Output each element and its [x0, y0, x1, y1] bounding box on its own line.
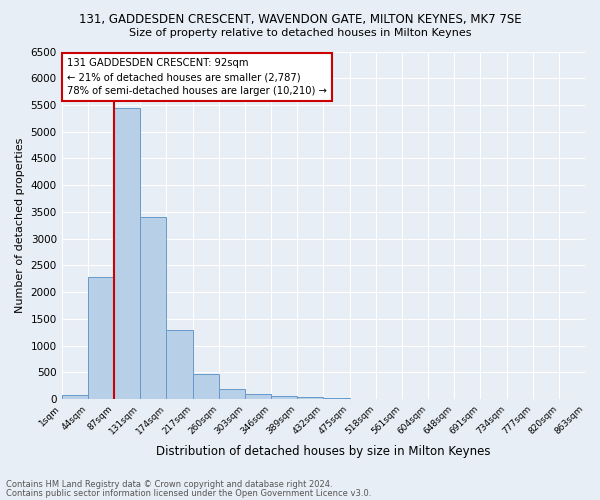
X-axis label: Distribution of detached houses by size in Milton Keynes: Distribution of detached houses by size …: [156, 444, 491, 458]
Y-axis label: Number of detached properties: Number of detached properties: [15, 138, 25, 313]
Text: Size of property relative to detached houses in Milton Keynes: Size of property relative to detached ho…: [129, 28, 471, 38]
Bar: [114, 108, 140, 399]
Bar: [297, 396, 323, 399]
Bar: [271, 396, 297, 399]
Bar: [193, 374, 218, 399]
Text: 131, GADDESDEN CRESCENT, WAVENDON GATE, MILTON KEYNES, MK7 7SE: 131, GADDESDEN CRESCENT, WAVENDON GATE, …: [79, 12, 521, 26]
Bar: [166, 330, 193, 399]
Bar: [218, 390, 245, 399]
Text: Contains HM Land Registry data © Crown copyright and database right 2024.: Contains HM Land Registry data © Crown c…: [6, 480, 332, 489]
Bar: [323, 398, 350, 399]
Bar: [245, 394, 271, 399]
Text: Contains public sector information licensed under the Open Government Licence v3: Contains public sector information licen…: [6, 488, 371, 498]
Text: 131 GADDESDEN CRESCENT: 92sqm
← 21% of detached houses are smaller (2,787)
78% o: 131 GADDESDEN CRESCENT: 92sqm ← 21% of d…: [67, 58, 327, 96]
Bar: [62, 396, 88, 399]
Bar: [88, 278, 114, 399]
Bar: [140, 218, 166, 399]
